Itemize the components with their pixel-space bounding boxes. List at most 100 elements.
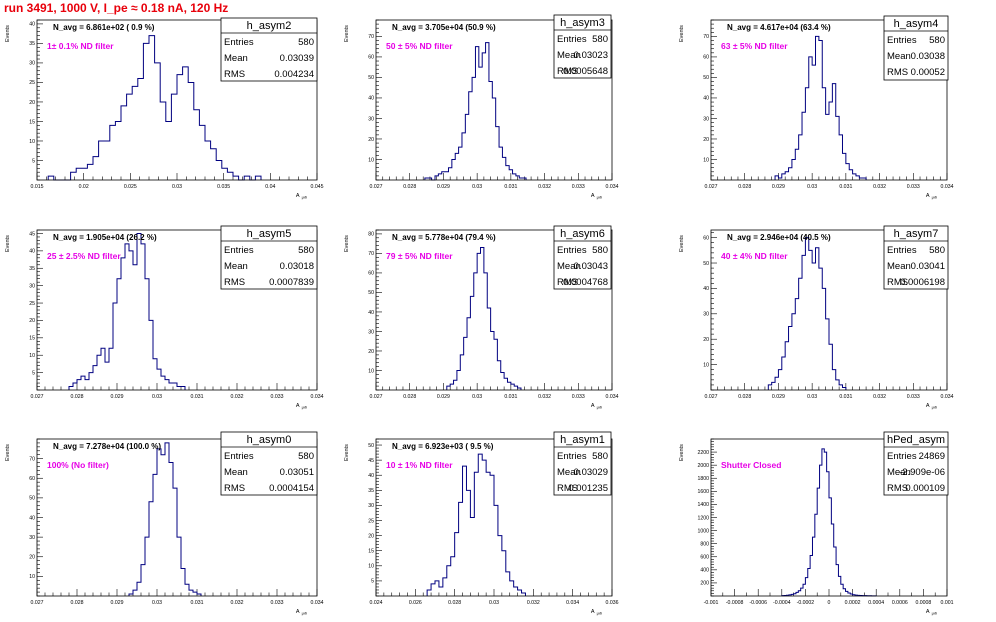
histogram-bin <box>157 449 161 596</box>
histogram-bin <box>205 141 211 180</box>
histogram-bin <box>460 355 463 390</box>
plot-frame <box>710 19 948 181</box>
stats-box-frame <box>553 14 612 79</box>
stats-value-rms: 0.001235 <box>568 483 608 494</box>
histogram-bin <box>443 578 447 596</box>
y-tick-label: 70 <box>703 34 709 40</box>
x-axis-label-main: A <box>296 403 300 409</box>
histogram-line <box>446 247 522 390</box>
x-tick-label: 0.033 <box>907 394 920 400</box>
histogram-bin <box>455 533 459 596</box>
y-axis-label: Events <box>344 235 350 252</box>
histogram-panel-h_asym6: 0.027 0.028 0.029 0.03 0.031 0.032 0.033 0.034 1… <box>344 225 619 410</box>
y-tick-label: 10 <box>368 564 374 570</box>
filter-label: 50 ± 5% ND filter <box>386 41 453 51</box>
histogram-bin <box>450 384 453 390</box>
x-tick-label: 0.001 <box>941 600 954 606</box>
y-axis-label: Events <box>679 235 685 252</box>
x-tick-label: 0.032 <box>538 184 551 190</box>
x-axis-label-main: A <box>296 609 300 615</box>
histogram-bin <box>839 135 842 180</box>
stats-value-mean: 0.03038 <box>911 51 945 62</box>
histogram-bin <box>177 75 183 180</box>
histogram-bin <box>466 490 470 596</box>
y-tick-label: 40 <box>29 249 35 255</box>
histogram-bin <box>435 581 439 596</box>
stats-value-rms: 0.0005648 <box>563 66 608 77</box>
y-tick-label: 2000 <box>697 463 709 469</box>
stats-box: hPed_asym Entries 24869 Mean-2.909e-06 RMS0.… <box>883 431 949 496</box>
x-axis-label-subscript: μιδ <box>597 195 603 200</box>
histogram-bin <box>824 452 826 596</box>
y-tick-label: 50 <box>703 75 709 81</box>
x-tick-label: 0.028 <box>738 184 751 190</box>
n-avg-label: N_avg = 2.946e+04 (40.5 %) <box>727 233 831 242</box>
x-tick-label: -0.0004 <box>773 600 791 606</box>
stats-label-entries: Entries <box>557 451 587 462</box>
x-tick-label: 0.029 <box>111 600 124 606</box>
x-tick-label: 0.034 <box>606 184 619 190</box>
stats-box-frame <box>883 225 949 290</box>
histogram-bin <box>768 385 771 390</box>
plot-frame <box>375 438 613 597</box>
y-tick-label: 25 <box>29 301 35 307</box>
histogram-bin <box>160 102 166 180</box>
x-tick-label: 0.03 <box>172 184 182 190</box>
y-tick-label: 25 <box>368 518 374 524</box>
stats-label-mean: Mean <box>224 261 248 272</box>
y-tick-label: 70 <box>29 456 35 462</box>
histogram-bin <box>145 537 149 596</box>
y-tick-label: 70 <box>368 251 374 257</box>
x-tick-label: 0.027 <box>31 394 44 400</box>
x-tick-label: 0.029 <box>772 184 785 190</box>
y-tick-label: 50 <box>29 496 35 502</box>
stats-value-rms: 0.004234 <box>274 69 314 80</box>
x-axis-label-main: A <box>296 193 300 199</box>
stats-value-entries: 580 <box>298 245 314 256</box>
x-axis-label-main: A <box>926 609 930 615</box>
histogram-bin <box>829 344 832 390</box>
histogram-name: h_asym1 <box>560 434 605 446</box>
plot-frame <box>710 229 948 391</box>
histogram-bin <box>802 112 805 180</box>
histogram-bin <box>93 157 99 180</box>
x-tick-label: 0.036 <box>606 600 619 606</box>
y-tick-label: 400 <box>700 568 709 574</box>
histogram-name: h_asym7 <box>894 228 939 240</box>
x-tick-label: 0.027 <box>370 394 383 400</box>
x-tick-label: -0.0006 <box>749 600 767 606</box>
histogram-bin <box>856 176 859 180</box>
y-tick-label: 30 <box>29 61 35 67</box>
stats-value-entries: 24869 <box>919 451 945 462</box>
histogram-bin <box>171 94 177 180</box>
histogram-bin <box>109 348 113 390</box>
stats-value-entries: 580 <box>592 34 608 45</box>
histogram-bin <box>782 357 785 390</box>
histogram-line <box>47 35 262 181</box>
histogram-bin <box>188 82 194 180</box>
x-tick-label: 0.035 <box>217 184 230 190</box>
y-tick-label: 10 <box>703 362 709 368</box>
x-tick-label: 0.033 <box>572 394 585 400</box>
x-tick-label: 0.03 <box>807 184 817 190</box>
histogram-bin <box>127 94 133 180</box>
y-tick-label: 40 <box>29 515 35 521</box>
x-tick-label: 0.031 <box>839 184 852 190</box>
y-tick-label: 5 <box>32 370 35 376</box>
histogram-bin <box>69 387 73 390</box>
histogram-bin <box>494 339 497 390</box>
y-axis-label: Events <box>5 235 11 252</box>
histogram-bin <box>499 147 502 180</box>
histogram-bin <box>177 387 181 390</box>
histogram-bin <box>475 47 478 180</box>
x-tick-label: 0.026 <box>409 600 422 606</box>
x-tick-label: 0.0002 <box>845 600 861 606</box>
